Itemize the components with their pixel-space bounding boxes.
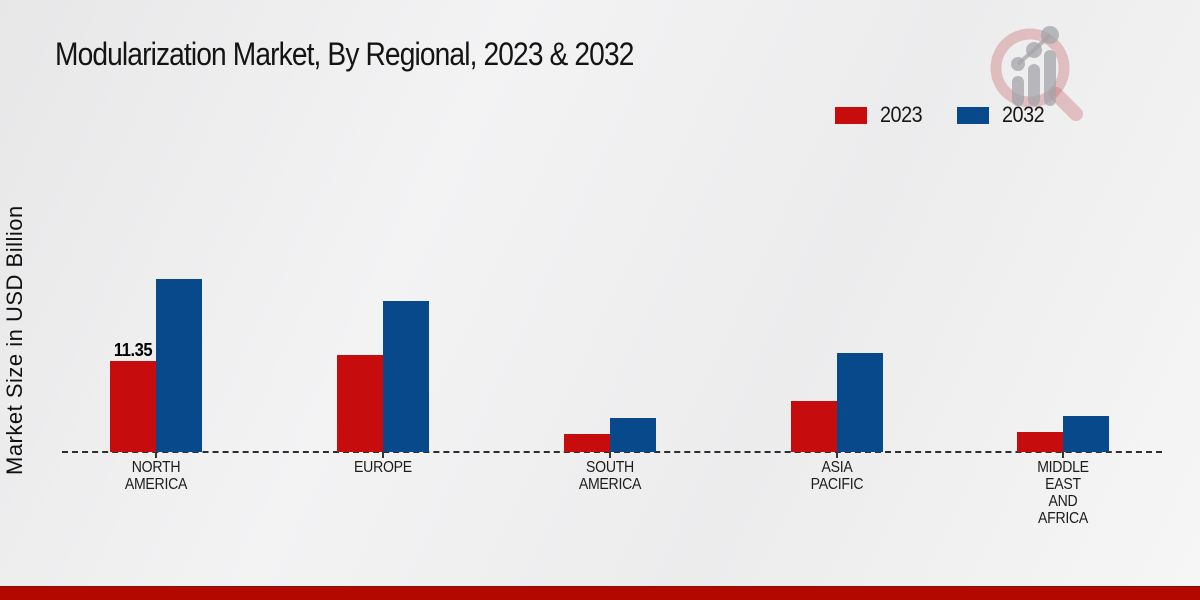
bar-2023-asia-pacific — [791, 401, 837, 452]
legend-swatch-2032 — [956, 106, 989, 124]
data-label-2023-north-america: 11.35 — [113, 340, 153, 360]
legend: 2023 2032 — [835, 102, 1049, 128]
axis-tick-asia-pacific — [836, 452, 838, 458]
legend-item-2032: 2032 — [956, 102, 1049, 128]
legend-label-2032: 2032 — [1001, 102, 1045, 127]
axis-tick-europe — [382, 452, 384, 458]
category-label-south-america: SOUTH AMERICA — [578, 459, 642, 493]
chart-title: Modularization Market, By Regional, 2023… — [55, 36, 634, 72]
legend-swatch-2023 — [835, 106, 867, 124]
axis-tick-middle-east-and-africa — [1062, 452, 1064, 458]
bar-2032-europe — [383, 301, 429, 452]
axis-tick-south-america — [609, 452, 611, 458]
bar-2023-middle-east-and-africa — [1017, 432, 1063, 452]
axis-tick-north-america — [155, 452, 157, 458]
bar-2023-europe — [337, 355, 383, 452]
footer-accent-bar — [0, 586, 1200, 600]
category-label-europe: EUROPE — [354, 459, 412, 476]
category-label-middle-east-and-africa: MIDDLE EAST AND AFRICA — [1037, 459, 1089, 527]
x-axis-baseline — [62, 451, 1162, 453]
category-label-asia-pacific: ASIA PACIFIC — [810, 459, 864, 493]
market-research-magnifier-logo — [990, 26, 1083, 121]
legend-item-2023: 2023 — [835, 102, 927, 128]
bar-2032-north-america — [156, 279, 202, 452]
bar-2032-middle-east-and-africa — [1063, 416, 1109, 452]
bar-2023-north-america — [110, 361, 156, 452]
bar-2023-south-america — [564, 434, 610, 452]
bar-2032-asia-pacific — [837, 353, 883, 452]
category-label-north-america: NORTH AMERICA — [124, 459, 188, 493]
y-axis-label: Market Size in USD Billion — [2, 205, 27, 475]
bar-2032-south-america — [610, 418, 656, 452]
legend-label-2023: 2023 — [880, 102, 923, 127]
